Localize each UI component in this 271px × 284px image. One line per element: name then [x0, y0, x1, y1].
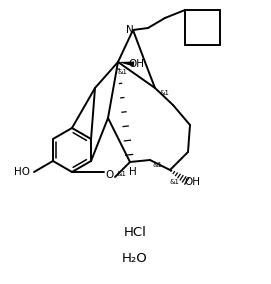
Text: &1: &1 [118, 69, 128, 75]
Text: O: O [106, 170, 114, 180]
Polygon shape [118, 62, 134, 66]
Text: OH: OH [128, 59, 144, 69]
Text: HCl: HCl [124, 225, 146, 239]
Text: N: N [126, 25, 134, 35]
Text: &1: &1 [153, 162, 163, 168]
Text: &1: &1 [117, 171, 127, 177]
Text: H₂O: H₂O [122, 252, 148, 264]
Text: OH: OH [184, 177, 200, 187]
Text: &1: &1 [160, 90, 170, 96]
Text: H: H [129, 167, 137, 177]
Text: &1: &1 [170, 179, 180, 185]
Text: HO: HO [14, 167, 30, 177]
